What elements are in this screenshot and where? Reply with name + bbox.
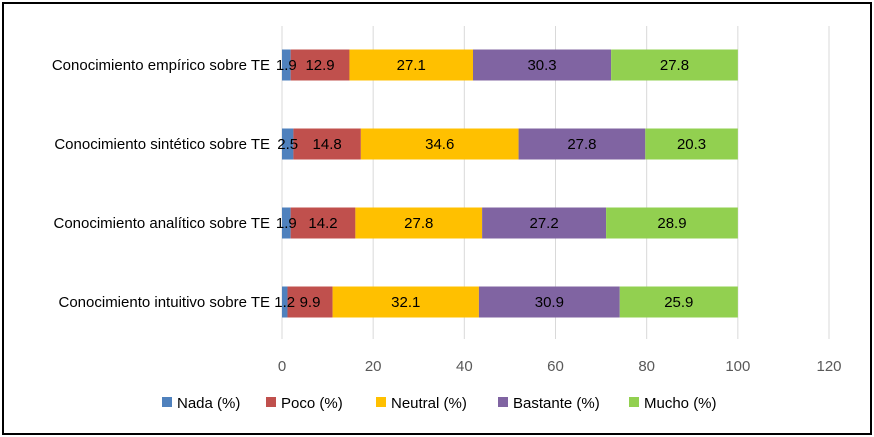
bar-segment [293,128,361,160]
legend-label: Bastante (%) [513,395,600,412]
legend-swatch [266,397,276,407]
data-label: 27.8 [567,136,596,153]
data-label: 1.9 [276,215,297,232]
bar-segment [472,49,612,81]
bar-segment [282,207,291,239]
x-tick-label: 60 [547,358,564,375]
category-label: Conocimiento analítico sobre TE [53,215,270,232]
data-label: 34.6 [425,136,454,153]
data-label: 30.9 [535,294,564,311]
category-label: Conocimiento sintético sobre TE [54,136,270,153]
x-tick-label: 0 [278,358,286,375]
x-tick-label: 120 [816,358,841,375]
bar-segment [332,286,479,318]
bar-segment [645,128,738,160]
legend-swatch [498,397,508,407]
bar-segment [282,128,294,160]
x-tick-label: 20 [365,358,382,375]
data-label: 9.9 [300,294,321,311]
data-label: 27.8 [404,215,433,232]
legend-label: Nada (%) [177,395,240,412]
legend-label: Poco (%) [281,395,343,412]
legend-swatch [376,397,386,407]
x-tick-label: 80 [638,358,655,375]
data-label: 28.9 [657,215,686,232]
legend-swatch [629,397,639,407]
data-label: 12.9 [305,57,334,74]
legend-label: Mucho (%) [644,395,717,412]
data-label: 32.1 [391,294,420,311]
data-label: 27.1 [397,57,426,74]
bar-segment [360,128,519,160]
bar-segment [482,207,607,239]
stacked-bar-chart: Conocimiento empírico sobre TE 1.9 12.9 27.… [52,26,842,412]
bar-segment [619,286,738,318]
data-label: 2.5 [277,136,298,153]
bar-segment [611,49,738,81]
data-label: 27.2 [530,215,559,232]
category-label: Conocimiento intuitivo sobre TE [59,294,271,311]
bar-segment [282,286,288,318]
bar-segment [518,128,646,160]
data-label: 14.8 [313,136,342,153]
data-label: 14.2 [308,215,337,232]
bar-segment [478,286,620,318]
x-tick-label: 40 [456,358,473,375]
bar-segment [287,286,333,318]
legend-label: Neutral (%) [391,395,467,412]
x-tick-label: 100 [725,358,750,375]
data-label: 25.9 [664,294,693,311]
data-label: 1.2 [274,294,295,311]
bar-segment [355,207,483,239]
data-label: 1.9 [276,57,297,74]
bar-segment [349,49,473,81]
category-label: Conocimiento empírico sobre TE [52,57,270,74]
bar-segment [282,49,291,81]
legend-swatch [162,397,172,407]
bar-segment [290,49,350,81]
bar-segment [290,207,356,239]
data-label: 20.3 [677,136,706,153]
data-label: 27.8 [660,57,689,74]
bar-segment [606,207,738,239]
data-label: 30.3 [527,57,556,74]
